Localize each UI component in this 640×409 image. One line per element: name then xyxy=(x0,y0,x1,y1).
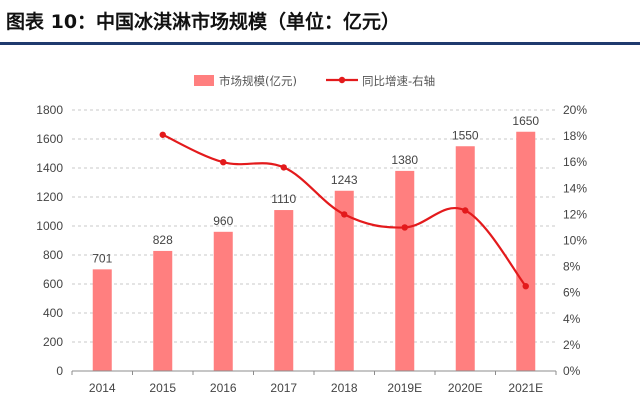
bar xyxy=(395,170,415,371)
growth-point xyxy=(341,211,348,218)
y-left-tick-label: 1400 xyxy=(36,161,63,175)
figure-title: 图表 10：中国冰淇淋市场规模（单位：亿元） xyxy=(6,11,401,33)
x-tick-label: 2017 xyxy=(270,381,297,395)
bar xyxy=(153,250,173,371)
y-left-tick-label: 400 xyxy=(43,306,63,320)
growth-point xyxy=(280,164,287,171)
growth-point xyxy=(462,207,469,214)
bar xyxy=(274,210,294,371)
bar-value-label: 1243 xyxy=(331,173,358,187)
bar-value-label: 701 xyxy=(92,251,112,265)
bar-value-label: 1650 xyxy=(512,114,539,128)
growth-point xyxy=(220,159,227,166)
y-right-tick-label: 0% xyxy=(563,364,581,378)
y-right-tick-label: 18% xyxy=(563,129,587,143)
y-left-tick-label: 600 xyxy=(43,277,63,291)
bar xyxy=(213,231,233,371)
legend-swatch-bar xyxy=(194,75,214,86)
y-left-tick-label: 800 xyxy=(43,248,63,262)
x-tick-label: 2015 xyxy=(149,381,176,395)
y-right-tick-label: 16% xyxy=(563,155,587,169)
y-left-tick-label: 0 xyxy=(56,364,63,378)
bar-value-label: 1550 xyxy=(452,128,479,142)
bar xyxy=(516,131,536,371)
x-tick-label: 2018 xyxy=(331,381,358,395)
legend-label-line: 同比增速-右轴 xyxy=(362,74,435,88)
x-tick-label: 2016 xyxy=(210,381,237,395)
x-tick-label: 2020E xyxy=(448,381,483,395)
legend-label-bar: 市场规模(亿元) xyxy=(219,74,297,88)
bar-value-label: 1380 xyxy=(391,153,418,167)
x-tick-label: 2019E xyxy=(387,381,422,395)
y-right-tick-label: 20% xyxy=(563,103,587,117)
y-right-tick-label: 8% xyxy=(563,260,581,274)
growth-point xyxy=(401,224,408,231)
x-tick-label: 2014 xyxy=(89,381,116,395)
y-left-tick-label: 200 xyxy=(43,335,63,349)
bar-value-label: 1110 xyxy=(271,192,296,206)
bar-value-label: 828 xyxy=(153,233,173,247)
legend-swatch-marker xyxy=(338,76,346,84)
title-rule xyxy=(0,42,640,45)
x-tick-label: 2021E xyxy=(508,381,543,395)
y-right-tick-label: 6% xyxy=(563,286,581,300)
y-left-tick-label: 1000 xyxy=(36,219,63,233)
bar xyxy=(455,146,475,371)
growth-point xyxy=(522,282,529,290)
y-right-tick-label: 14% xyxy=(563,181,587,195)
y-left-tick-label: 1200 xyxy=(36,190,63,204)
y-right-tick-label: 12% xyxy=(563,207,587,221)
y-right-tick-label: 4% xyxy=(563,312,581,326)
y-left-tick-label: 1600 xyxy=(36,132,63,146)
growth-point xyxy=(159,131,166,138)
bar xyxy=(92,269,112,371)
bar xyxy=(334,190,354,371)
y-left-tick-label: 1800 xyxy=(36,103,63,117)
y-right-tick-label: 2% xyxy=(563,338,581,352)
bar-value-label: 960 xyxy=(213,214,233,228)
y-right-tick-label: 10% xyxy=(563,234,587,248)
